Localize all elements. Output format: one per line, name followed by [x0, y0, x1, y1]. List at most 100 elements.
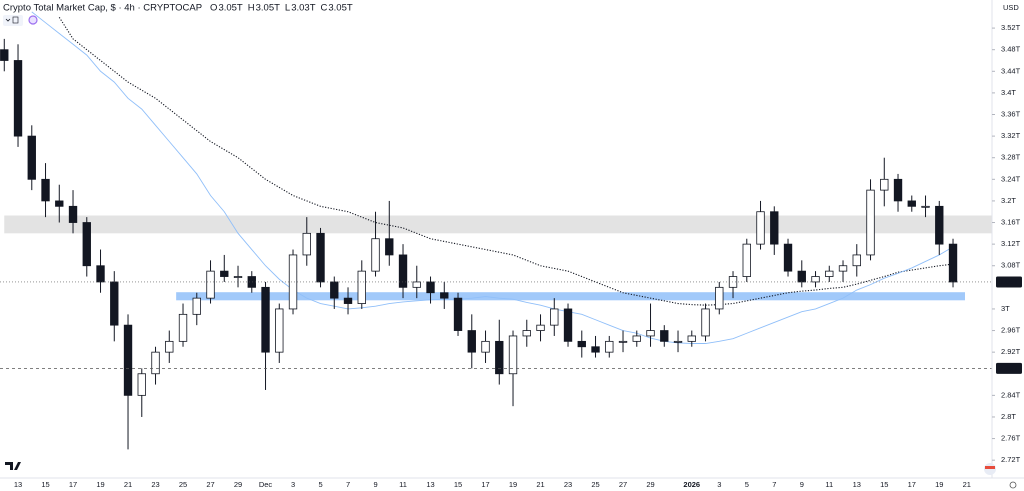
- candle-body: [13, 60, 23, 137]
- candle-body: [137, 373, 146, 396]
- candle-body: [426, 281, 435, 294]
- candle-body: [907, 200, 916, 207]
- x-tick-label: 27: [206, 480, 214, 489]
- price-label-box: [996, 276, 1022, 288]
- x-tick-label: 17: [908, 480, 916, 489]
- ohlc-key: L: [285, 3, 290, 14]
- settings-icon[interactable]: [1009, 481, 1017, 489]
- y-tick-label: 3.32T: [1001, 131, 1021, 140]
- candle-body: [605, 340, 614, 353]
- x-tick-label: 7: [346, 480, 350, 489]
- candle-body: [646, 330, 655, 337]
- candle-body: [357, 270, 366, 304]
- candle-body: [770, 211, 779, 245]
- candle-body: [165, 340, 174, 353]
- candle-body: [701, 308, 710, 337]
- candle-body: [618, 340, 628, 343]
- x-tick-label: 3: [717, 480, 721, 489]
- y-tick-label: 3.24T: [1001, 174, 1021, 183]
- ohlc-value: 3.05T: [218, 3, 242, 14]
- ohlc-value: 3.05T: [328, 3, 352, 14]
- candle-body: [371, 238, 380, 272]
- x-tick-label: 19: [96, 480, 104, 489]
- candle-body: [233, 276, 243, 278]
- candle-body: [550, 308, 559, 326]
- y-tick-label: 3.52T: [1001, 23, 1021, 32]
- tradingview-logo: [5, 462, 21, 470]
- y-tick-label: 3.08T: [1001, 261, 1021, 270]
- candle-body: [110, 281, 119, 326]
- y-tick-label: 2.96T: [1001, 326, 1021, 335]
- x-tick-label: 27: [619, 480, 627, 489]
- candle-body: [385, 238, 394, 256]
- toolbar: [3, 15, 38, 26]
- y-tick-label: 3.28T: [1001, 153, 1021, 162]
- x-tick-label: 13: [426, 480, 434, 489]
- logo-mark: [5, 462, 21, 470]
- zone: [176, 292, 965, 301]
- ohlc-key: H: [248, 3, 255, 14]
- x-tick-label: 19: [509, 480, 517, 489]
- x-tick-label: 17: [69, 480, 77, 489]
- candle-body: [453, 297, 463, 331]
- candle-body: [880, 178, 889, 191]
- candle-body: [261, 286, 270, 353]
- candle-body: [522, 330, 531, 337]
- y-tick-label: 2.84T: [1001, 390, 1021, 399]
- ai-icon[interactable]: [28, 15, 38, 25]
- candle-body: [536, 324, 545, 331]
- candle-body: [68, 205, 78, 223]
- candle-body: [756, 211, 765, 245]
- x-tick-label: 3: [291, 480, 295, 489]
- y-tick-label: 3.36T: [1001, 109, 1021, 118]
- axes: 2.72T 2.76T 2.8T 2.84T 2.92T 2.96T 3T 3.08T 3.12…: [14, 23, 1022, 489]
- candle-body: [742, 243, 751, 277]
- x-tick-label: 23: [151, 480, 159, 489]
- candle-body: [715, 286, 724, 310]
- ohlc-legend: O 3.05T H 3.05T L 3.03T C 3.05T: [210, 3, 353, 14]
- x-tick-label: 2026: [683, 480, 700, 489]
- price-label: 3.05T: [999, 277, 1019, 286]
- plot-area: [0, 11, 992, 450]
- flag-stripe: [985, 466, 995, 469]
- candle-body: [398, 254, 408, 288]
- candle-body: [330, 281, 339, 299]
- candle-body: [481, 340, 490, 353]
- candle-body: [123, 324, 133, 396]
- x-tick-label: Dec: [259, 480, 273, 489]
- chevron-icon: [5, 18, 11, 22]
- candle-body: [935, 205, 944, 245]
- candle-body: [96, 265, 105, 283]
- candle-body: [632, 335, 641, 342]
- x-tick-label: 15: [454, 480, 462, 489]
- candle-body: [55, 200, 64, 207]
- x-tick-label: 13: [14, 480, 22, 489]
- y-tick-label: 3T: [1001, 304, 1010, 313]
- candle-body: [508, 335, 518, 375]
- y-tick-label: 3.44T: [1001, 66, 1021, 75]
- x-tick-label: 29: [646, 480, 654, 489]
- x-tick-label: 25: [591, 480, 599, 489]
- candle-body: [151, 351, 160, 375]
- candle-body: [275, 308, 284, 353]
- currency[interactable]: USD: [1003, 3, 1019, 12]
- y-tick-label: 2.92T: [1001, 347, 1021, 356]
- bottom-icons: [984, 463, 1017, 489]
- y-tick-label: 2.72T: [1001, 455, 1021, 464]
- candle-body: [921, 205, 930, 208]
- x-tick-label: 9: [800, 480, 804, 489]
- candle-body: [866, 189, 875, 256]
- x-tick-label: 13: [853, 480, 861, 489]
- moving-average: [31, 11, 954, 344]
- y-tick-label: 3.48T: [1001, 45, 1021, 54]
- ohlc-key: O: [210, 3, 217, 14]
- x-tick-label: 29: [234, 480, 242, 489]
- candle-body: [206, 270, 215, 299]
- candle-body: [82, 222, 91, 267]
- candle-body: [440, 292, 449, 299]
- candle-body: [0, 49, 9, 61]
- x-tick-label: 15: [880, 480, 888, 489]
- candle-body: [316, 232, 325, 283]
- candle-body: [783, 243, 793, 272]
